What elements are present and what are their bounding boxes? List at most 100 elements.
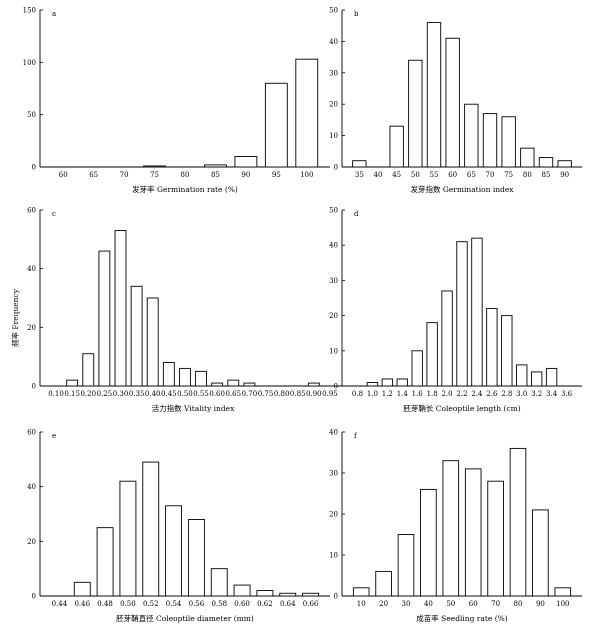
bar [142, 461, 160, 597]
bar [520, 147, 535, 168]
bar [143, 165, 166, 168]
bar [256, 590, 274, 597]
x-tick-label: 40 [424, 600, 433, 608]
x-tick-label: 0.50 [120, 600, 136, 608]
bar [210, 568, 228, 597]
bar [366, 382, 379, 387]
y-tick-label: 20 [329, 511, 338, 519]
bar [396, 378, 408, 387]
bar [530, 371, 543, 387]
x-tick-label: 0.95 [322, 390, 338, 398]
bar [456, 241, 468, 387]
x-tick-label: 0.60 [209, 390, 225, 398]
y-tick-label: 30 [329, 470, 338, 478]
y-tick-label: 0 [334, 164, 338, 172]
bar [516, 364, 528, 387]
x-tick-label: 0.20 [80, 390, 96, 398]
y-tick-label: 10 [329, 552, 338, 560]
bar [73, 581, 91, 597]
x-tick-label: 1.2 [382, 390, 393, 398]
y-tick-label: 0 [32, 593, 36, 601]
x-tick-label: 0.10 [48, 390, 64, 398]
x-tick-label: 40 [374, 171, 383, 179]
panel-letter: a [52, 10, 56, 18]
x-tick-label: 80 [181, 171, 190, 179]
bar [487, 480, 504, 597]
bar [211, 382, 224, 387]
x-tick-label: 0.70 [242, 390, 258, 398]
bar [445, 37, 460, 168]
x-tick-label: 75 [504, 171, 513, 179]
x-tick-label: 0.62 [257, 600, 273, 608]
bar [82, 353, 95, 387]
x-tick-label: 0.54 [166, 600, 182, 608]
bar [98, 250, 111, 387]
panel-letter: d [354, 210, 359, 218]
panel-a: 0 50 100 150 60 65 70 75 80 85 90 95 100 a 发芽率 Germina… [23, 7, 330, 194]
x-tick-label: 0.52 [143, 600, 159, 608]
bar [375, 570, 392, 597]
x-tick-label: 60 [469, 600, 478, 608]
x-tick-label: 65 [467, 171, 476, 179]
bar [264, 82, 288, 168]
bar [554, 587, 572, 597]
bar [486, 308, 498, 387]
x-tick-label: 10 [357, 600, 366, 608]
x-tick-label: 0.44 [52, 600, 68, 608]
x-tick-label: 1.0 [367, 390, 378, 398]
bar [381, 378, 394, 387]
x-tick-label: 80 [523, 171, 532, 179]
bar [204, 164, 227, 168]
y-tick-label: 50 [329, 207, 338, 215]
bar [408, 59, 423, 168]
y-tick-label: 20 [329, 312, 338, 320]
y-tick-label: 0 [334, 593, 338, 601]
panel-letter: f [354, 432, 358, 440]
bar [545, 367, 558, 387]
bar [532, 509, 549, 597]
x-axis-title: 活力指数 Vitality index [152, 403, 235, 413]
x-tick-label: 55 [430, 171, 439, 179]
bar [464, 103, 479, 168]
x-tick-label: 85 [542, 171, 551, 179]
panel-letter: b [354, 10, 359, 18]
x-axis-title: 胚芽鞘直径 Coleoptile diameter (mm) [116, 613, 254, 623]
y-tick-label: 0 [32, 164, 36, 172]
x-tick-label: 0.80 [274, 390, 290, 398]
y-tick-label: 40 [329, 38, 338, 46]
y-tick-label: 40 [329, 242, 338, 250]
bar [307, 382, 320, 387]
y-tick-label: 20 [27, 538, 36, 546]
bar [165, 505, 183, 597]
x-tick-label: 30 [402, 600, 411, 608]
x-tick-label: 3.4 [546, 390, 558, 398]
bar [179, 367, 191, 387]
x-tick-label: 90 [536, 600, 545, 608]
x-tick-label: 0.55 [193, 390, 209, 398]
x-tick-label: 1.4 [397, 390, 409, 398]
bar [66, 379, 79, 387]
panel-f: 0 10 20 30 40 10 20 30 40 50 60 70 80 90 100 f 成苗率 Seedl… [329, 429, 582, 623]
x-tick-label: 0.60 [234, 600, 250, 608]
panel-letter: e [52, 432, 56, 440]
x-tick-label: 35 [355, 171, 364, 179]
bar [96, 527, 114, 597]
x-tick-label: 0.64 [280, 600, 296, 608]
y-tick-label: 60 [27, 207, 36, 215]
y-tick-label: 20 [329, 101, 338, 109]
x-tick-label: 0.40 [145, 390, 161, 398]
bar [501, 116, 516, 168]
bar [162, 362, 175, 387]
x-tick-label: 90 [560, 171, 569, 179]
y-tick-label: 0 [32, 383, 36, 391]
bar [130, 285, 143, 387]
x-axis-title: 发芽率 Germination rate (%) [132, 184, 238, 194]
x-tick-label: 75 [150, 171, 159, 179]
bar [389, 125, 404, 168]
y-tick-label: 40 [27, 265, 36, 273]
x-tick-label: 0.75 [258, 390, 274, 398]
bar [426, 22, 442, 168]
bar [442, 460, 460, 597]
y-tick-label: 50 [329, 7, 338, 15]
